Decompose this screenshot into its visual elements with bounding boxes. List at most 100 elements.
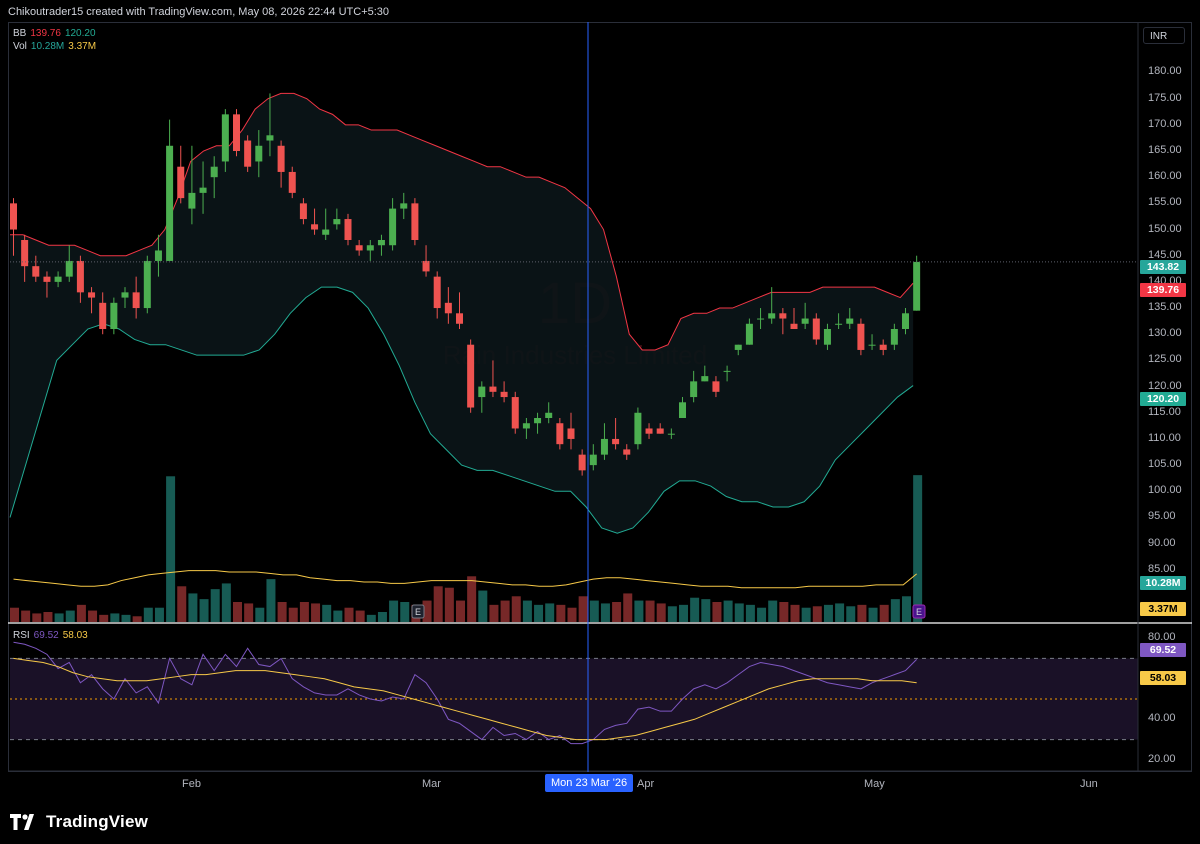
bb-lower-line bbox=[9, 286, 914, 534]
candle-body bbox=[344, 219, 352, 240]
vol-legend-label: Vol bbox=[13, 41, 27, 52]
volume-bar bbox=[389, 600, 399, 622]
candle-body bbox=[288, 171, 296, 193]
price-tick: 105.00 bbox=[1148, 458, 1182, 471]
volume-bar bbox=[233, 602, 242, 622]
volume-bar bbox=[723, 600, 733, 622]
footer bbox=[0, 800, 1200, 844]
rsi-tick: 20.00 bbox=[1148, 752, 1176, 765]
candle-body bbox=[734, 344, 742, 350]
candle-body bbox=[478, 386, 486, 398]
earnings-marker-label: E bbox=[415, 607, 421, 617]
volume-bar bbox=[500, 600, 510, 622]
candle-body bbox=[701, 376, 709, 382]
candle-body bbox=[779, 313, 787, 319]
volume-bar bbox=[757, 607, 767, 622]
candle-body bbox=[768, 313, 776, 319]
tradingview-logo[interactable]: TradingView bbox=[10, 812, 148, 832]
volume-bar bbox=[255, 607, 265, 622]
candle-body bbox=[143, 260, 151, 309]
price-tick: 145.00 bbox=[1148, 248, 1182, 261]
volume-bar bbox=[400, 602, 410, 622]
volume-bar bbox=[701, 599, 711, 622]
volume-bar bbox=[645, 600, 655, 622]
candle-body bbox=[277, 145, 285, 172]
bb-lower-value: 120.20 bbox=[64, 28, 96, 39]
candle-body bbox=[578, 454, 586, 471]
rsi-ma-legend-value: 58.03 bbox=[62, 630, 88, 641]
price-tick: 130.00 bbox=[1148, 327, 1182, 340]
candle-body bbox=[467, 344, 475, 408]
candle-body bbox=[902, 313, 909, 329]
candle-body bbox=[322, 229, 330, 235]
candle-body bbox=[132, 292, 140, 309]
candle-body bbox=[846, 318, 854, 324]
volume-bar bbox=[902, 596, 911, 622]
last-price-label: 143.82 bbox=[1140, 260, 1186, 274]
volume-bar bbox=[177, 586, 187, 622]
candle-body bbox=[589, 454, 597, 466]
volume-bar bbox=[43, 612, 53, 622]
volume-bar bbox=[745, 604, 755, 622]
volume-bar bbox=[299, 602, 309, 622]
price-tick: 175.00 bbox=[1148, 91, 1182, 104]
bb-lower-price-label: 120.20 bbox=[1140, 392, 1186, 406]
price-tick: 125.00 bbox=[1148, 353, 1182, 366]
candle-body bbox=[623, 449, 631, 455]
candle-body bbox=[534, 418, 542, 424]
rsi-legend[interactable]: RSI 69.52 58.03 bbox=[13, 630, 92, 641]
candle-body bbox=[835, 323, 843, 325]
candle-body bbox=[177, 166, 185, 199]
candle-body bbox=[522, 423, 530, 429]
candle-body bbox=[890, 329, 898, 345]
bb-legend[interactable]: BB 139.76 120.20 bbox=[13, 28, 100, 39]
candle-body bbox=[166, 145, 174, 261]
candle-body bbox=[645, 428, 653, 434]
candle-body bbox=[355, 245, 363, 251]
volume-bar bbox=[244, 603, 254, 622]
volume-bar bbox=[10, 607, 19, 622]
candle-body bbox=[433, 276, 441, 309]
tradingview-logo-icon bbox=[10, 814, 34, 830]
volume-bar bbox=[221, 583, 231, 622]
candle-body bbox=[422, 260, 430, 272]
candle-body bbox=[690, 381, 698, 398]
candle-body bbox=[656, 428, 664, 434]
vol-ma-price-label: 3.37M bbox=[1140, 602, 1186, 616]
volume-bar bbox=[768, 600, 778, 622]
volume-bar bbox=[868, 607, 878, 622]
volume-bar bbox=[121, 614, 131, 622]
rsi-tick: 80.00 bbox=[1148, 631, 1176, 644]
price-tick: 165.00 bbox=[1148, 144, 1182, 156]
volume-bar bbox=[712, 602, 722, 622]
volume-bar bbox=[333, 610, 343, 622]
price-tick: 170.00 bbox=[1148, 117, 1182, 130]
earnings-marker bbox=[411, 604, 425, 619]
volume-ma-line bbox=[13, 570, 917, 589]
currency-button[interactable]: INR bbox=[1143, 27, 1185, 44]
volume-bar bbox=[76, 604, 86, 622]
bb-upper-line bbox=[10, 92, 914, 351]
rsi-band bbox=[10, 658, 1138, 740]
candle-body bbox=[812, 318, 820, 340]
candle-body bbox=[567, 428, 575, 439]
volume-bar bbox=[143, 607, 153, 622]
vol-legend[interactable]: Vol 10.28M 3.37M bbox=[13, 41, 100, 52]
volume-bar bbox=[366, 614, 376, 622]
volume-bar bbox=[355, 610, 365, 622]
volume-bar bbox=[790, 604, 800, 622]
volume-bar bbox=[556, 604, 566, 622]
volume-bar bbox=[835, 603, 845, 622]
volume-bar bbox=[667, 606, 677, 622]
volume-bar bbox=[600, 603, 610, 622]
volume-bar bbox=[522, 600, 532, 622]
candle-body bbox=[556, 423, 564, 445]
volume-bar bbox=[589, 600, 599, 622]
candle-body bbox=[511, 397, 519, 429]
volume-bar bbox=[545, 603, 555, 622]
volume-bar bbox=[377, 612, 387, 622]
candle-body bbox=[545, 412, 553, 418]
volume-bar bbox=[489, 604, 499, 622]
